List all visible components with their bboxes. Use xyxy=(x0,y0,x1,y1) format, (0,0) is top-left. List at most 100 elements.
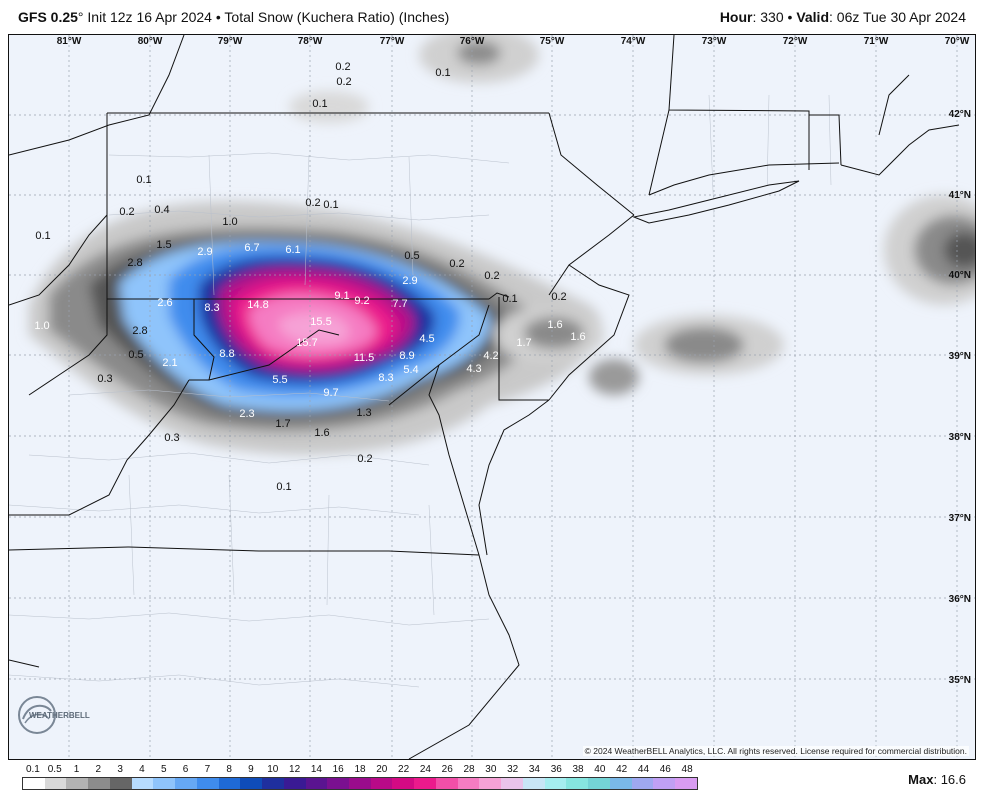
colorbar-tick-label: 48 xyxy=(681,764,693,775)
colorbar-swatch xyxy=(349,778,371,789)
snowfall-value: 4.5 xyxy=(419,333,434,345)
colorbar-swatch xyxy=(283,778,306,789)
colorbar-swatch xyxy=(675,778,697,789)
colorbar-swatch xyxy=(109,778,132,789)
colorbar-tick-label: 0.1 xyxy=(25,764,40,775)
snowfall-value: 1.6 xyxy=(314,427,329,439)
colorbar-tick-label: 7 xyxy=(204,764,211,775)
long-island xyxy=(632,180,800,224)
snowfall-value: 5.5 xyxy=(272,374,287,386)
longitude-label: 81°W xyxy=(57,36,82,47)
colorbar-tick-label: 40 xyxy=(594,764,606,775)
longitude-label: 76°W xyxy=(460,36,485,47)
colorbar-tick-label: 0.5 xyxy=(47,764,62,775)
colorbar-swatch xyxy=(175,778,197,789)
colorbar-swatch xyxy=(218,778,241,789)
valid-value: : 06z Tue 30 Apr 2024 xyxy=(829,9,966,25)
snowfall-value: 0.2 xyxy=(335,61,350,73)
snowfall-value: 0.5 xyxy=(404,250,419,262)
longitude-label: 77°W xyxy=(380,36,405,47)
snowfall-value: 1.5 xyxy=(156,239,171,251)
snowfall-value: 11.5 xyxy=(354,352,375,364)
colorbar-tick-label: 42 xyxy=(616,764,628,775)
colorbar-tick-label: 3 xyxy=(117,764,123,775)
colorbar-tick-label: 16 xyxy=(332,764,344,775)
snowfall-value: 9.1 xyxy=(334,290,349,302)
colorbar-swatch xyxy=(501,778,523,789)
separator-bullet-2: • xyxy=(783,9,797,25)
latitude-label: 41°N xyxy=(949,190,971,201)
copyright-notice: © 2024 WeatherBELL Analytics, LLC. All r… xyxy=(582,746,969,756)
snowfall-value: 6.7 xyxy=(244,242,259,254)
snowfall-value: 8.9 xyxy=(399,350,414,362)
snowfall-value: 1.0 xyxy=(222,216,237,228)
product-name: Total Snow (Kuchera Ratio) (Inches) xyxy=(224,9,450,25)
colorbar-swatch xyxy=(522,778,545,789)
snowfall-value: 2.6 xyxy=(157,297,172,309)
colorbar-swatch xyxy=(66,778,89,789)
longitude-labels: 81°W 80°W 79°W 78°W 77°W 76°W 75°W 74°W 73°W 72°W… xyxy=(57,36,970,47)
snowfall-value: 0.2 xyxy=(357,453,372,465)
longitude-label: 80°W xyxy=(138,36,163,47)
colorbar-swatch xyxy=(88,778,110,789)
snowfall-value: 2.9 xyxy=(197,246,212,258)
colorbar-tick-label: 26 xyxy=(441,764,453,775)
colorbar-swatch xyxy=(544,778,567,789)
snowfall-value: 5.4 xyxy=(403,364,418,376)
snowfall-value-labels: 0.20.20.10.10.10.2 0.40.11.00.2 0.11.52.9 6… xyxy=(34,61,585,493)
colorbar-swatch xyxy=(457,778,480,789)
longitude-label: 71°W xyxy=(864,36,889,47)
latitude-label: 42°N xyxy=(949,109,971,120)
snowfall-value: 0.3 xyxy=(164,432,179,444)
model-name: GFS 0.25 xyxy=(18,9,78,25)
snowfall-value: 0.1 xyxy=(136,174,151,186)
longitude-label: 72°W xyxy=(783,36,808,47)
max-label: Max xyxy=(908,772,934,787)
colorbar-tick-label: 5 xyxy=(160,764,167,775)
snowfall-value: 0.1 xyxy=(502,293,517,305)
colorbar-swatch xyxy=(196,778,219,789)
snowfall-value: 9.2 xyxy=(354,295,369,307)
colorbar-tick-label: 18 xyxy=(354,764,366,775)
snowfall-value: 0.2 xyxy=(484,270,499,282)
weatherbell-logo: WEATHERBELL xyxy=(18,696,90,734)
snowfall-value: 8.3 xyxy=(378,372,393,384)
snowfall-value: 15.5 xyxy=(310,316,331,328)
hour-label: Hour xyxy=(719,9,753,25)
snowfall-value: 8.3 xyxy=(204,302,219,314)
snowfall-value: 0.1 xyxy=(35,230,50,242)
snowfall-value: 2.8 xyxy=(127,257,142,269)
snowfall-value: 2.9 xyxy=(402,275,417,287)
snowfall-value: 1.0 xyxy=(34,320,49,332)
snowfall-map: 81°W 80°W 79°W 78°W 77°W 76°W 75°W 74°W 73°W 72°W… xyxy=(9,35,975,759)
county-lines xyxy=(9,94,832,688)
snowfall-value: 0.2 xyxy=(305,197,320,209)
colorbar-tick-label: 24 xyxy=(419,764,431,775)
snowfall-value: 0.1 xyxy=(276,481,291,493)
colorbar-swatch xyxy=(609,778,632,789)
snowfall-value: 0.2 xyxy=(336,76,351,88)
colorbar-swatch xyxy=(479,778,502,789)
colorbar-tick-label: 1 xyxy=(73,764,80,775)
snowfall-value: 0.2 xyxy=(119,206,134,218)
snowfall-value: 2.8 xyxy=(132,325,147,337)
colorbar-tick-label: 14 xyxy=(310,764,322,775)
colorbar-swatch xyxy=(44,778,67,789)
snowfall-value: 2.3 xyxy=(239,408,254,420)
init-time: Init 12z 16 Apr 2024 xyxy=(83,9,212,25)
snowfall-value: 1.3 xyxy=(356,407,371,419)
colorbar-tick-label: 32 xyxy=(507,764,519,775)
snowfall-value: 8.8 xyxy=(219,348,234,360)
snowfall-value: 2.1 xyxy=(162,357,177,369)
colorbar-swatch xyxy=(305,778,328,789)
colorbar-tick-label: 9 xyxy=(248,764,254,775)
snowfall-value: 0.3 xyxy=(97,373,112,385)
snowfall-value: 7.7 xyxy=(392,298,407,310)
valid-label: Valid xyxy=(796,9,829,25)
snowfall-value: 0.1 xyxy=(435,67,450,79)
colorbar-tick-label: 22 xyxy=(398,764,410,775)
colorbar-swatch xyxy=(392,778,415,789)
colorbar-swatch xyxy=(262,778,284,789)
snowfall-value: 1.6 xyxy=(570,331,585,343)
logo-text: WEATHERBELL xyxy=(29,711,90,720)
